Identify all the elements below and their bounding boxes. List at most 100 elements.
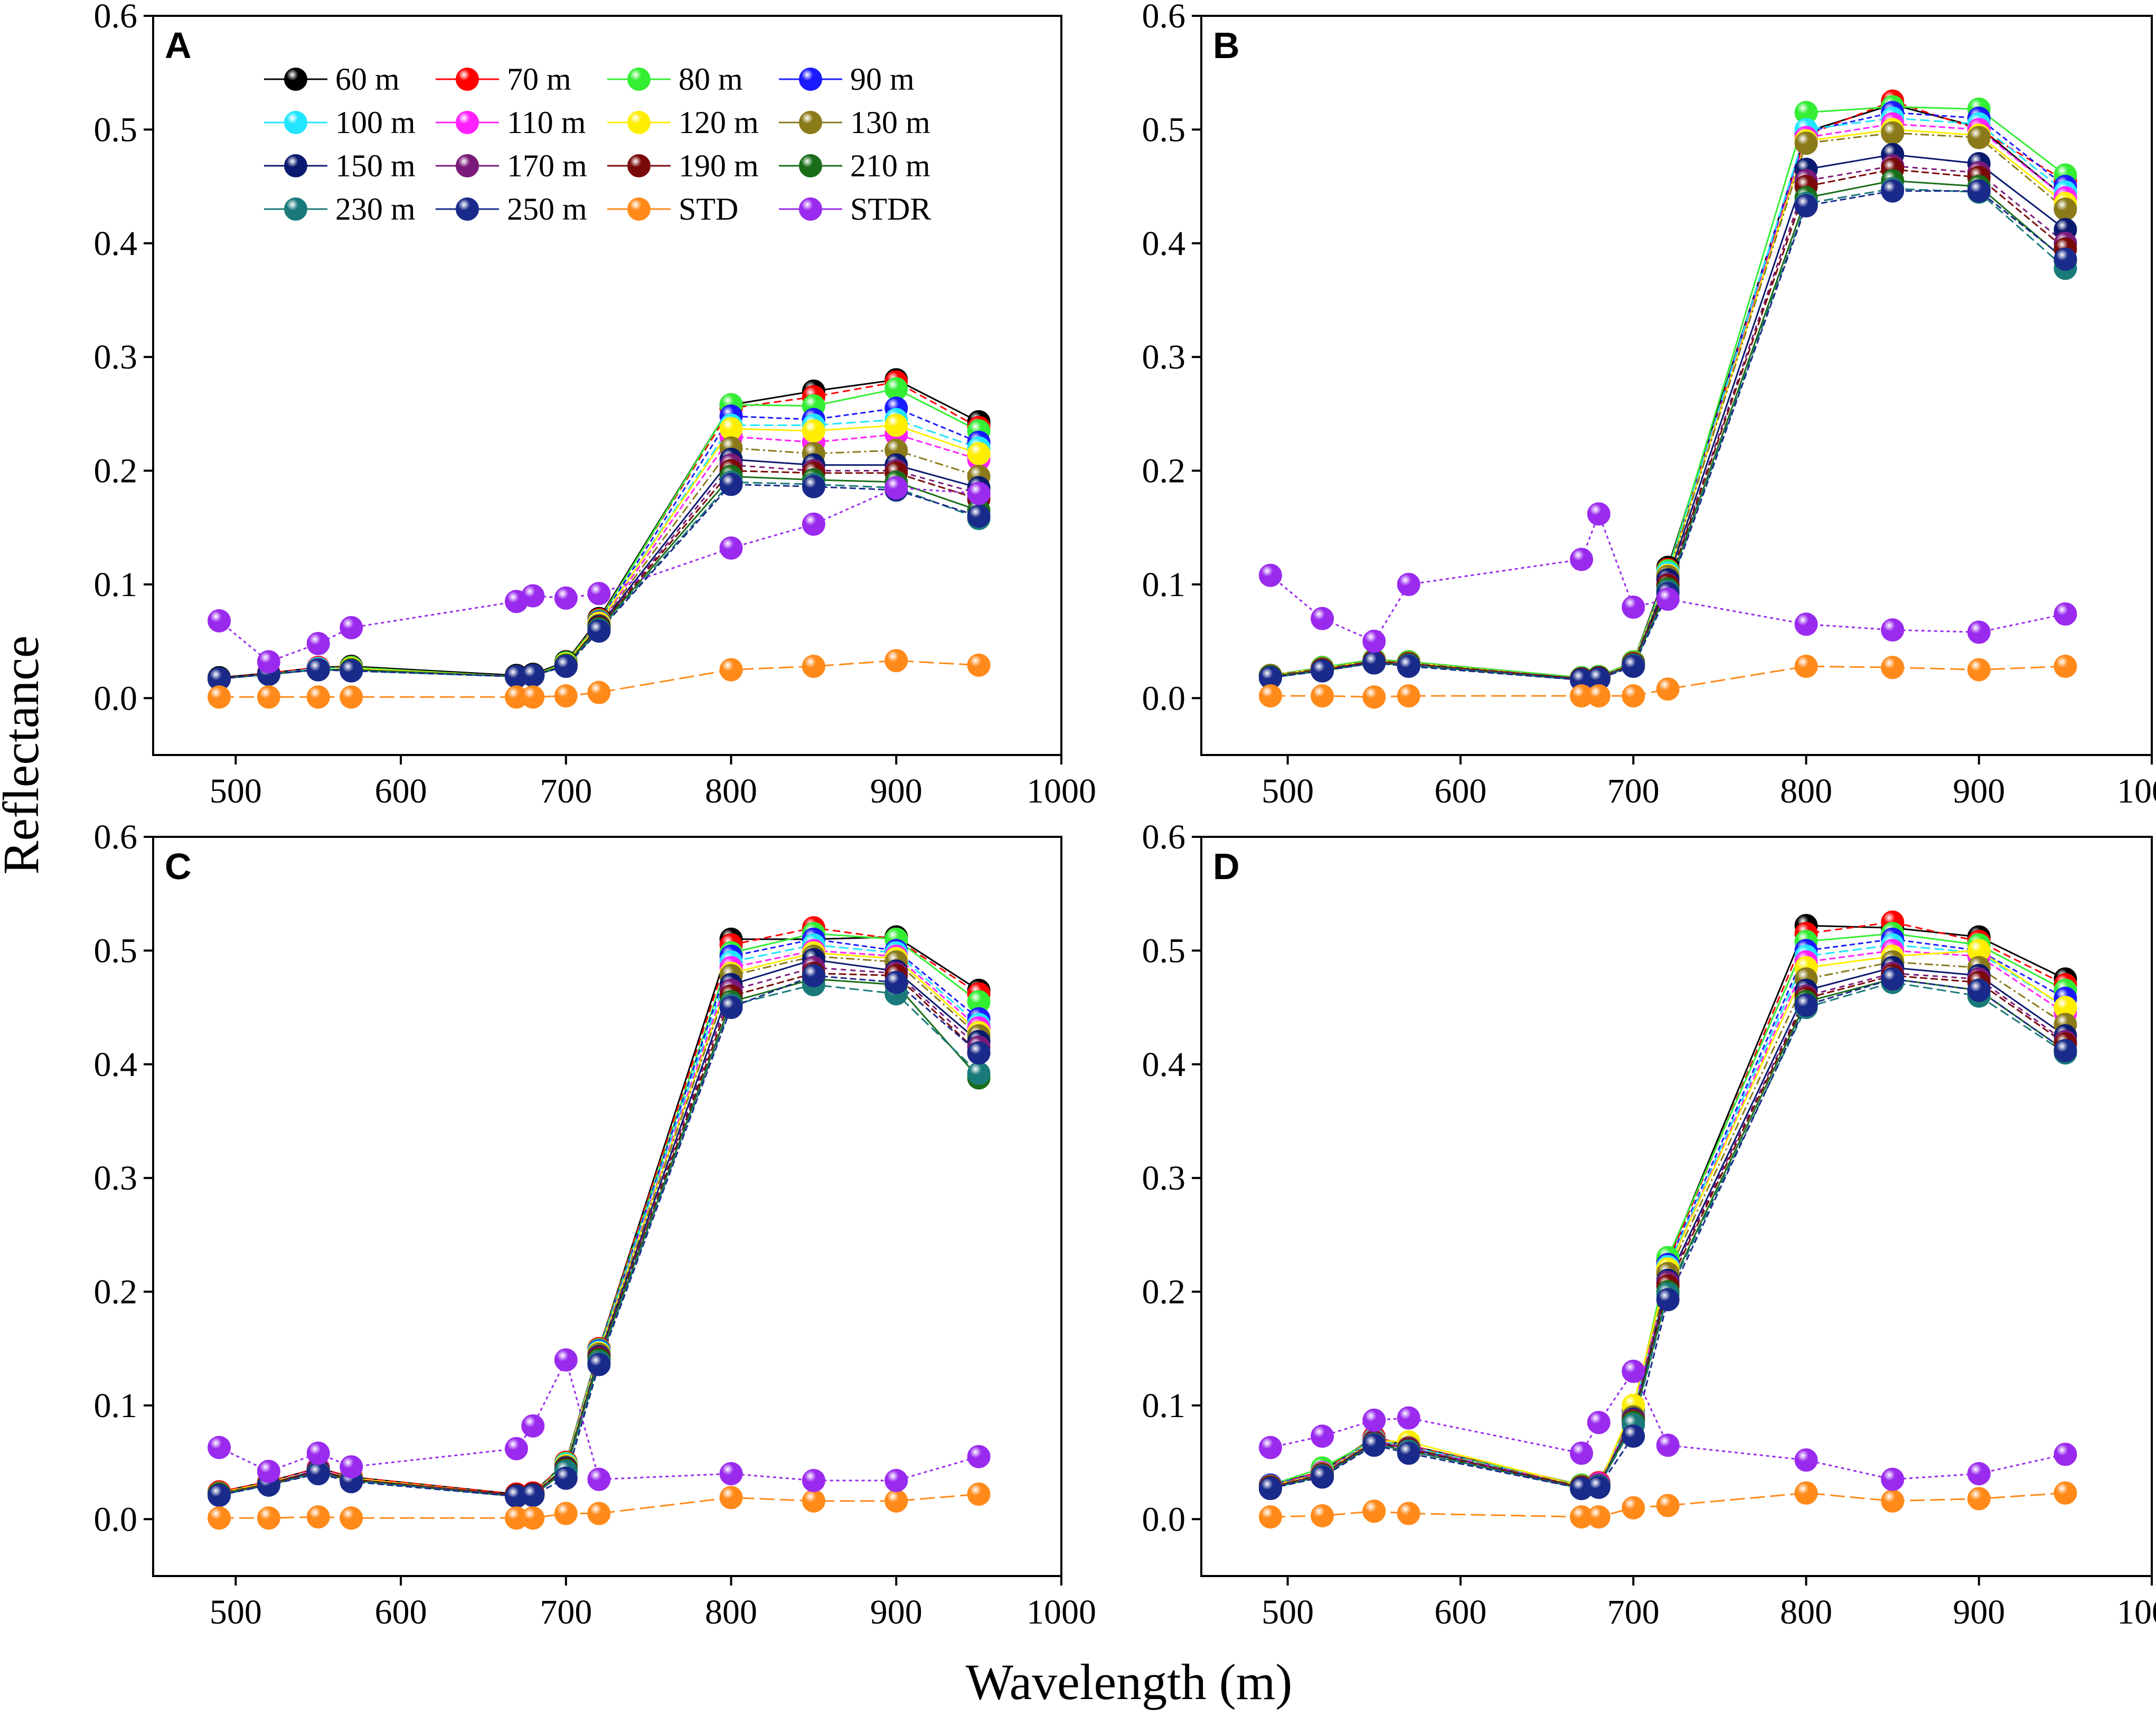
data-point	[1622, 684, 1645, 707]
data-point	[802, 419, 825, 443]
legend-item: 110 m	[436, 105, 586, 140]
data-point	[967, 1062, 991, 1085]
x-tick-label: 500	[1261, 772, 1314, 810]
data-point	[1570, 1441, 1593, 1465]
series-line-170m	[219, 464, 980, 680]
y-tick-label: 0.3	[94, 338, 138, 376]
y-tick-label: 0.3	[1142, 1159, 1186, 1197]
series-line-70m	[219, 927, 980, 1495]
legend-marker	[627, 197, 651, 221]
data-point	[1362, 685, 1386, 709]
series-line-150m	[219, 458, 980, 680]
x-tick-label: 1000	[2117, 772, 2156, 810]
legend-marker	[627, 154, 651, 177]
data-point	[587, 1353, 611, 1376]
data-point	[554, 655, 578, 678]
data-point	[1362, 1433, 1386, 1457]
data-point	[967, 482, 991, 505]
data-point	[1881, 618, 1905, 642]
legend-marker	[799, 154, 822, 177]
data-point	[587, 681, 611, 704]
y-tick-label: 0.0	[1142, 679, 1186, 718]
data-point	[2054, 655, 2077, 678]
panel-C: 500 600 700 800 900 1000 0.0 0.1 0.2 0.3 0.4 0.5 0.6…	[94, 818, 1097, 1631]
series-line-STDR	[219, 1357, 980, 1482]
legend-item: 170 m	[436, 148, 587, 183]
legend-label: 230 m	[335, 192, 416, 227]
series-line-210m	[1270, 978, 2066, 1489]
legend-item: 230 m	[264, 192, 416, 227]
legend-marker	[627, 68, 651, 91]
x-tick-label: 600	[1434, 1593, 1486, 1631]
y-tick-label: 0.5	[94, 931, 138, 970]
panel-label: A	[165, 25, 192, 66]
data-point	[208, 1506, 231, 1530]
y-tick-label: 0.4	[1142, 224, 1186, 263]
data-point	[306, 631, 330, 655]
x-axis-title: Wavelength (m)	[966, 1654, 1293, 1710]
data-point	[340, 1506, 363, 1530]
panel-label: B	[1213, 25, 1240, 66]
y-tick-label: 0.2	[1142, 1273, 1186, 1312]
legend-marker	[456, 111, 479, 134]
legend-label: 150 m	[335, 148, 416, 183]
legend-label: 80 m	[679, 62, 743, 97]
data-point	[505, 1437, 528, 1460]
data-point	[1311, 659, 1334, 683]
series-line-170m	[219, 967, 980, 1496]
series-line-210m	[219, 475, 980, 680]
data-point	[1794, 1448, 1818, 1472]
data-point	[1587, 1476, 1611, 1499]
data-point	[1881, 967, 1905, 991]
data-point	[719, 1462, 743, 1486]
legend-item: STD	[607, 192, 738, 227]
y-tick-label: 0.6	[94, 818, 138, 856]
x-tick-label: 700	[540, 772, 592, 810]
legend-label: 120 m	[679, 105, 759, 140]
data-point	[802, 1469, 825, 1493]
data-point	[521, 1484, 545, 1507]
series-line-250m	[1270, 978, 2066, 1489]
x-tick-label: 900	[870, 772, 922, 810]
legend-marker	[627, 111, 651, 134]
data-point	[306, 685, 330, 709]
data-point	[587, 619, 611, 643]
data-point	[967, 1041, 991, 1065]
data-point	[554, 1502, 578, 1525]
data-point	[1397, 572, 1420, 596]
legend-label: 90 m	[850, 62, 915, 97]
series-line-150m	[219, 959, 980, 1496]
data-point	[1362, 629, 1386, 653]
data-point	[340, 659, 363, 683]
data-point	[1397, 655, 1420, 678]
data-point	[1881, 1467, 1905, 1491]
y-tick-label: 0.4	[94, 224, 138, 263]
series-line-130m	[219, 955, 980, 1496]
legend-marker	[456, 154, 479, 177]
data-point	[554, 1466, 578, 1490]
legend-label: 100 m	[335, 105, 416, 140]
data-point	[1258, 1477, 1282, 1501]
series-line-110m	[219, 949, 980, 1496]
data-point	[1397, 684, 1420, 707]
data-point	[719, 536, 743, 560]
y-tick-label: 0.1	[94, 1386, 138, 1425]
series-line-130m	[1270, 132, 2066, 680]
data-point	[306, 1462, 330, 1486]
data-point	[1794, 655, 1818, 678]
y-tick-label: 0.3	[1142, 338, 1186, 376]
series-line-60m	[1270, 924, 2066, 1486]
legend-item: 80 m	[607, 62, 743, 97]
x-tick-label: 700	[1607, 772, 1660, 810]
series-line-230m	[219, 481, 980, 680]
data-point	[1311, 1424, 1334, 1448]
y-tick-label: 0.2	[94, 452, 138, 490]
legend-label: 60 m	[335, 62, 400, 97]
y-tick-label: 0.5	[1142, 931, 1186, 970]
y-tick-label: 0.1	[1142, 1386, 1186, 1425]
data-point	[1794, 612, 1818, 636]
data-point	[306, 658, 330, 682]
series-line-120m	[1270, 949, 2066, 1487]
series-line-STD	[1270, 665, 2066, 698]
data-point	[1967, 620, 1991, 644]
